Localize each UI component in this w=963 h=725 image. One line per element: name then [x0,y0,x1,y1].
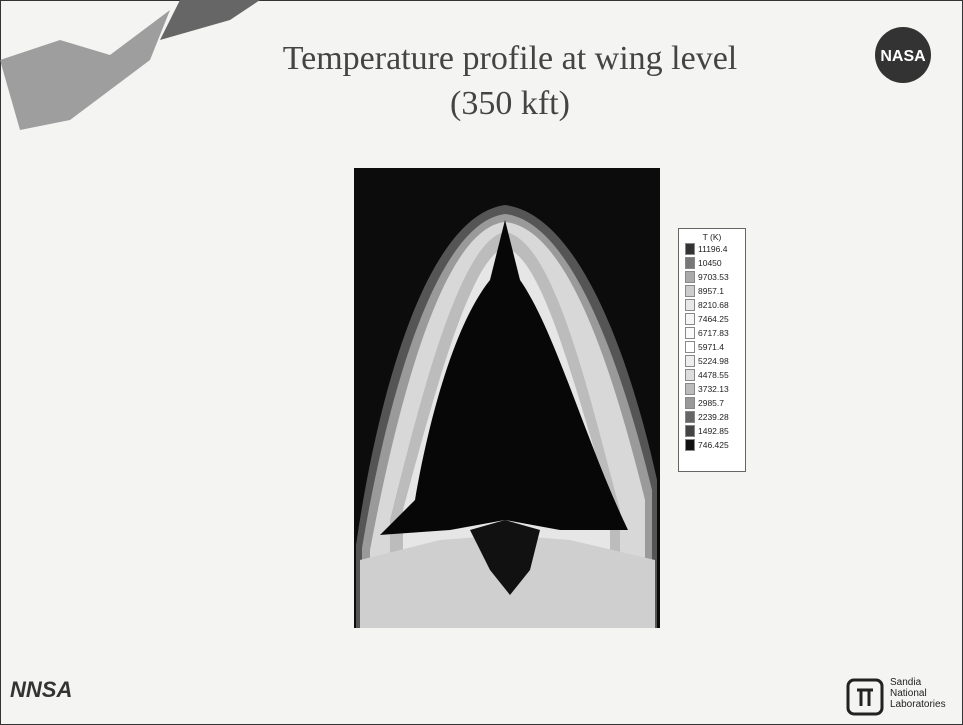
legend-swatch [685,355,695,367]
legend-row: 2239.28 [679,410,745,424]
sandia-line: National [890,688,946,699]
legend-swatch [685,397,695,409]
legend-row: 9703.53 [679,270,745,284]
legend-row: 5224.98 [679,354,745,368]
legend-label: 9703.53 [698,272,729,282]
legend-swatch [685,341,695,353]
legend-label: 746.425 [698,440,729,450]
legend-row: 746.425 [679,438,745,452]
legend-swatch [685,369,695,381]
legend-swatch [685,243,695,255]
legend: T (K) 11196.4 10450 9703.53 8957.1 8210.68 74… [678,228,746,472]
legend-row: 1492.85 [679,424,745,438]
legend-label: 8957.1 [698,286,724,296]
legend-label: 3732.13 [698,384,729,394]
legend-swatch [685,425,695,437]
sandia-logo [848,680,882,714]
star-logo [0,10,170,130]
swoosh [160,0,260,40]
legend-label: 2985.7 [698,398,724,408]
legend-row: 11196.4 [679,242,745,256]
legend-row: 6717.83 [679,326,745,340]
legend-label: 1492.85 [698,426,729,436]
legend-swatch [685,383,695,395]
legend-label: 7464.25 [698,314,729,324]
nnsa-logo: NNSA [10,677,72,702]
legend-row: 3732.13 [679,382,745,396]
nasa-text: NASA [880,48,926,65]
legend-row: 4478.55 [679,368,745,382]
legend-label: 5224.98 [698,356,729,366]
legend-label: 5971.4 [698,342,724,352]
title: Temperature profile at wing level [180,40,840,78]
legend-title: T (K) [679,232,745,242]
legend-swatch [685,411,695,423]
legend-label: 11196.4 [698,244,727,254]
title: (350 kft) [180,85,840,123]
legend-swatch [685,327,695,339]
legend-swatch [685,439,695,451]
legend-swatch [685,285,695,297]
slide: NASA NNSA Temperature profile at wing le… [0,0,963,725]
sandia-logo [857,690,873,706]
legend-row: 2985.7 [679,396,745,410]
legend-label: 4478.55 [698,370,729,380]
legend-row: 10450 [679,256,745,270]
legend-label: 10450 [698,258,722,268]
legend-label: 2239.28 [698,412,729,422]
legend-row: 8957.1 [679,284,745,298]
legend-label: 6717.83 [698,328,729,338]
legend-swatch [685,313,695,325]
legend-row: 5971.4 [679,340,745,354]
legend-row: 8210.68 [679,298,745,312]
sandia-line: Sandia [890,677,946,688]
legend-label: 8210.68 [698,300,729,310]
sandia-line: Laboratories [890,699,946,710]
legend-swatch [685,299,695,311]
legend-row: 7464.25 [679,312,745,326]
legend-swatch [685,271,695,283]
legend-swatch [685,257,695,269]
